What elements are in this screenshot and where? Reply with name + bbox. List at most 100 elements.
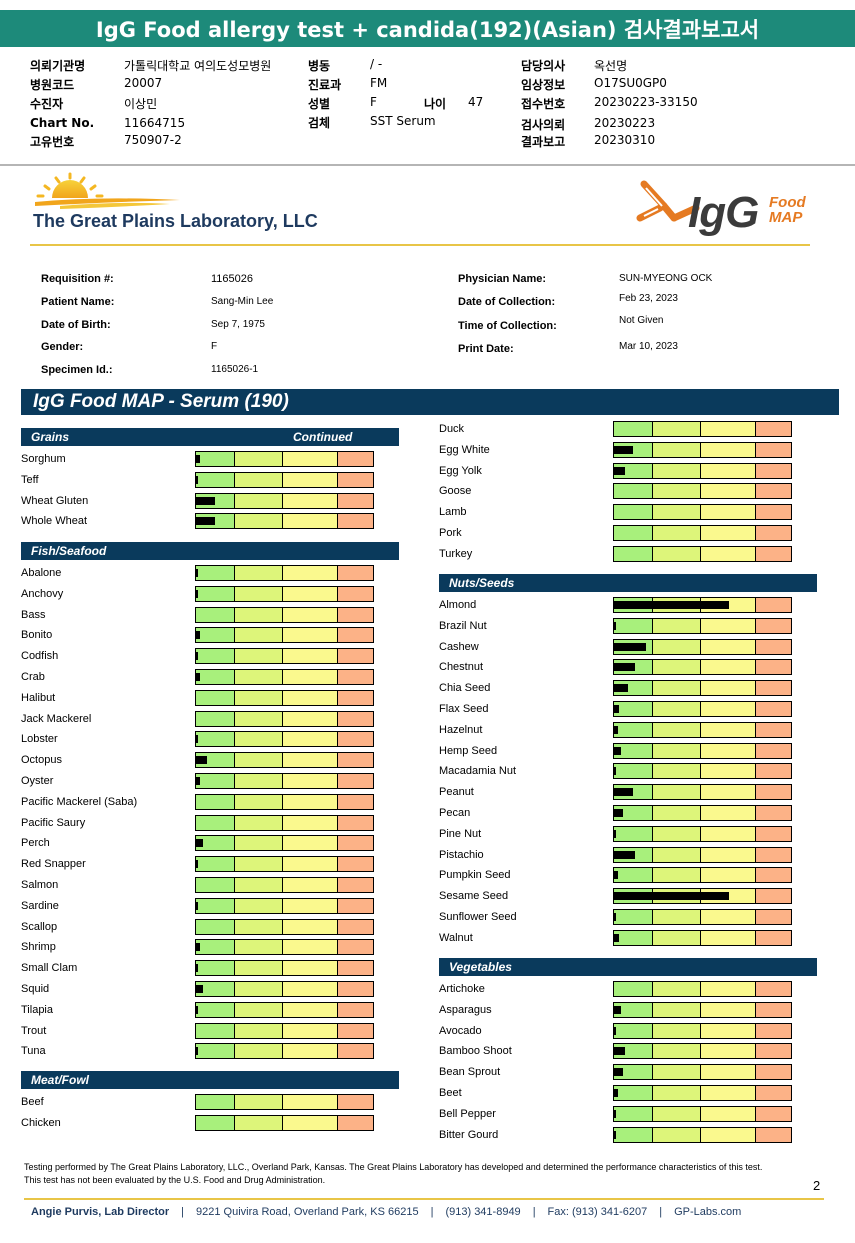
reaction-level-marker xyxy=(614,1089,618,1097)
food-row: Perch xyxy=(21,834,381,855)
zone-low xyxy=(196,878,235,892)
zone-high xyxy=(756,868,791,883)
zone-elevated xyxy=(701,722,756,737)
zone-moderate xyxy=(235,815,283,830)
zone-elevated xyxy=(283,586,338,601)
zone-high xyxy=(756,785,791,800)
zone-moderate xyxy=(653,868,701,883)
zone-moderate xyxy=(653,1044,701,1059)
header-label: 병동 xyxy=(308,59,331,73)
zone-moderate xyxy=(653,422,701,436)
reaction-bar xyxy=(613,742,792,759)
zone-elevated xyxy=(701,743,756,758)
food-name: Pecan xyxy=(439,807,471,819)
zone-high xyxy=(756,442,791,457)
zone-moderate xyxy=(235,836,283,851)
zone-moderate xyxy=(235,898,283,913)
zone-moderate xyxy=(653,764,701,779)
food-row: Jack Mackerel xyxy=(21,710,381,731)
report-title: IgG Food allergy test + candida(192)(Asi… xyxy=(95,17,760,42)
zone-high xyxy=(338,878,373,892)
zone-moderate xyxy=(235,711,283,726)
zone-low xyxy=(614,1106,653,1121)
reaction-bar xyxy=(195,451,374,467)
zone-low xyxy=(196,774,235,788)
reaction-bar xyxy=(613,441,792,458)
footer: Angie Purvis, Lab Director | 9221 Quivira … xyxy=(31,1206,742,1218)
footer-phone: (913) 341-8949 xyxy=(445,1206,521,1218)
food-row: Pork xyxy=(439,524,799,545)
food-row: Hazelnut xyxy=(439,721,799,742)
reaction-level-marker xyxy=(614,829,616,838)
zone-elevated xyxy=(283,919,338,934)
reaction-bar xyxy=(195,877,374,893)
zone-moderate xyxy=(653,463,701,478)
food-name: Chia Seed xyxy=(439,682,491,695)
patient-info-label: Physician Name: xyxy=(458,273,547,285)
zone-high xyxy=(338,857,373,872)
age-value: 47 xyxy=(468,95,484,109)
zone-low xyxy=(196,649,235,664)
zone-low xyxy=(196,940,235,955)
zone-high xyxy=(756,702,791,716)
zone-low xyxy=(196,732,235,747)
food-row: Octopus xyxy=(21,751,381,772)
patient-info-value: F xyxy=(211,341,218,352)
header-value: 이상민 xyxy=(124,97,158,111)
zone-high xyxy=(756,598,791,612)
footer-address: 9221 Quivira Road, Overland Park, KS 662… xyxy=(196,1206,419,1218)
reaction-level-marker xyxy=(614,1130,616,1139)
zone-moderate xyxy=(235,732,283,747)
zone-moderate xyxy=(235,919,283,934)
reaction-level-marker xyxy=(614,705,619,713)
food-name: Tuna xyxy=(21,1045,46,1058)
zone-high xyxy=(756,484,791,499)
reaction-level-marker xyxy=(614,1068,623,1077)
zone-elevated xyxy=(283,514,338,529)
zone-elevated xyxy=(701,526,756,540)
zone-high xyxy=(338,836,373,851)
food-name: Flax Seed xyxy=(439,703,489,715)
zone-elevated xyxy=(283,566,338,580)
food-name: Codfish xyxy=(21,650,59,663)
reaction-bar xyxy=(195,981,374,997)
zone-moderate xyxy=(653,743,701,758)
zone-low xyxy=(614,826,653,841)
zone-low xyxy=(196,1023,235,1038)
section-title: Vegetables xyxy=(449,960,512,974)
header-label: 접수번호 xyxy=(521,97,566,111)
igg-logo-map: MAP xyxy=(769,209,803,226)
zone-low xyxy=(614,1086,653,1100)
reaction-bar xyxy=(613,680,792,697)
reaction-bar xyxy=(613,721,792,738)
food-row: Bamboo Shoot xyxy=(439,1042,799,1063)
food-row: Beet xyxy=(439,1084,799,1105)
zone-high xyxy=(338,493,373,508)
zone-moderate xyxy=(235,514,283,529)
zone-high xyxy=(756,463,791,478)
zone-low xyxy=(196,836,235,851)
zone-high xyxy=(756,764,791,779)
zone-moderate xyxy=(235,670,283,684)
zone-moderate xyxy=(235,586,283,601)
zone-elevated xyxy=(701,618,756,633)
zone-elevated xyxy=(701,463,756,478)
igg-logo-text: IgG xyxy=(688,188,759,237)
zone-moderate xyxy=(653,1086,701,1100)
food-row: Artichoke xyxy=(439,980,799,1001)
zone-high xyxy=(338,919,373,934)
zone-elevated xyxy=(701,660,756,675)
zone-low xyxy=(196,670,235,684)
patient-info-value: Not Given xyxy=(619,315,664,326)
header-value: 옥선명 xyxy=(594,59,628,73)
food-name: Peanut xyxy=(439,786,474,799)
zone-elevated xyxy=(701,1127,756,1142)
reaction-bar xyxy=(195,585,374,602)
reaction-level-marker xyxy=(196,631,200,640)
patient-info-label: Specimen Id.: xyxy=(41,364,113,376)
zone-low xyxy=(196,982,235,996)
zone-elevated xyxy=(701,702,756,716)
zone-elevated xyxy=(283,815,338,830)
reaction-level-marker xyxy=(196,735,198,744)
food-row: Halibut xyxy=(21,689,381,710)
